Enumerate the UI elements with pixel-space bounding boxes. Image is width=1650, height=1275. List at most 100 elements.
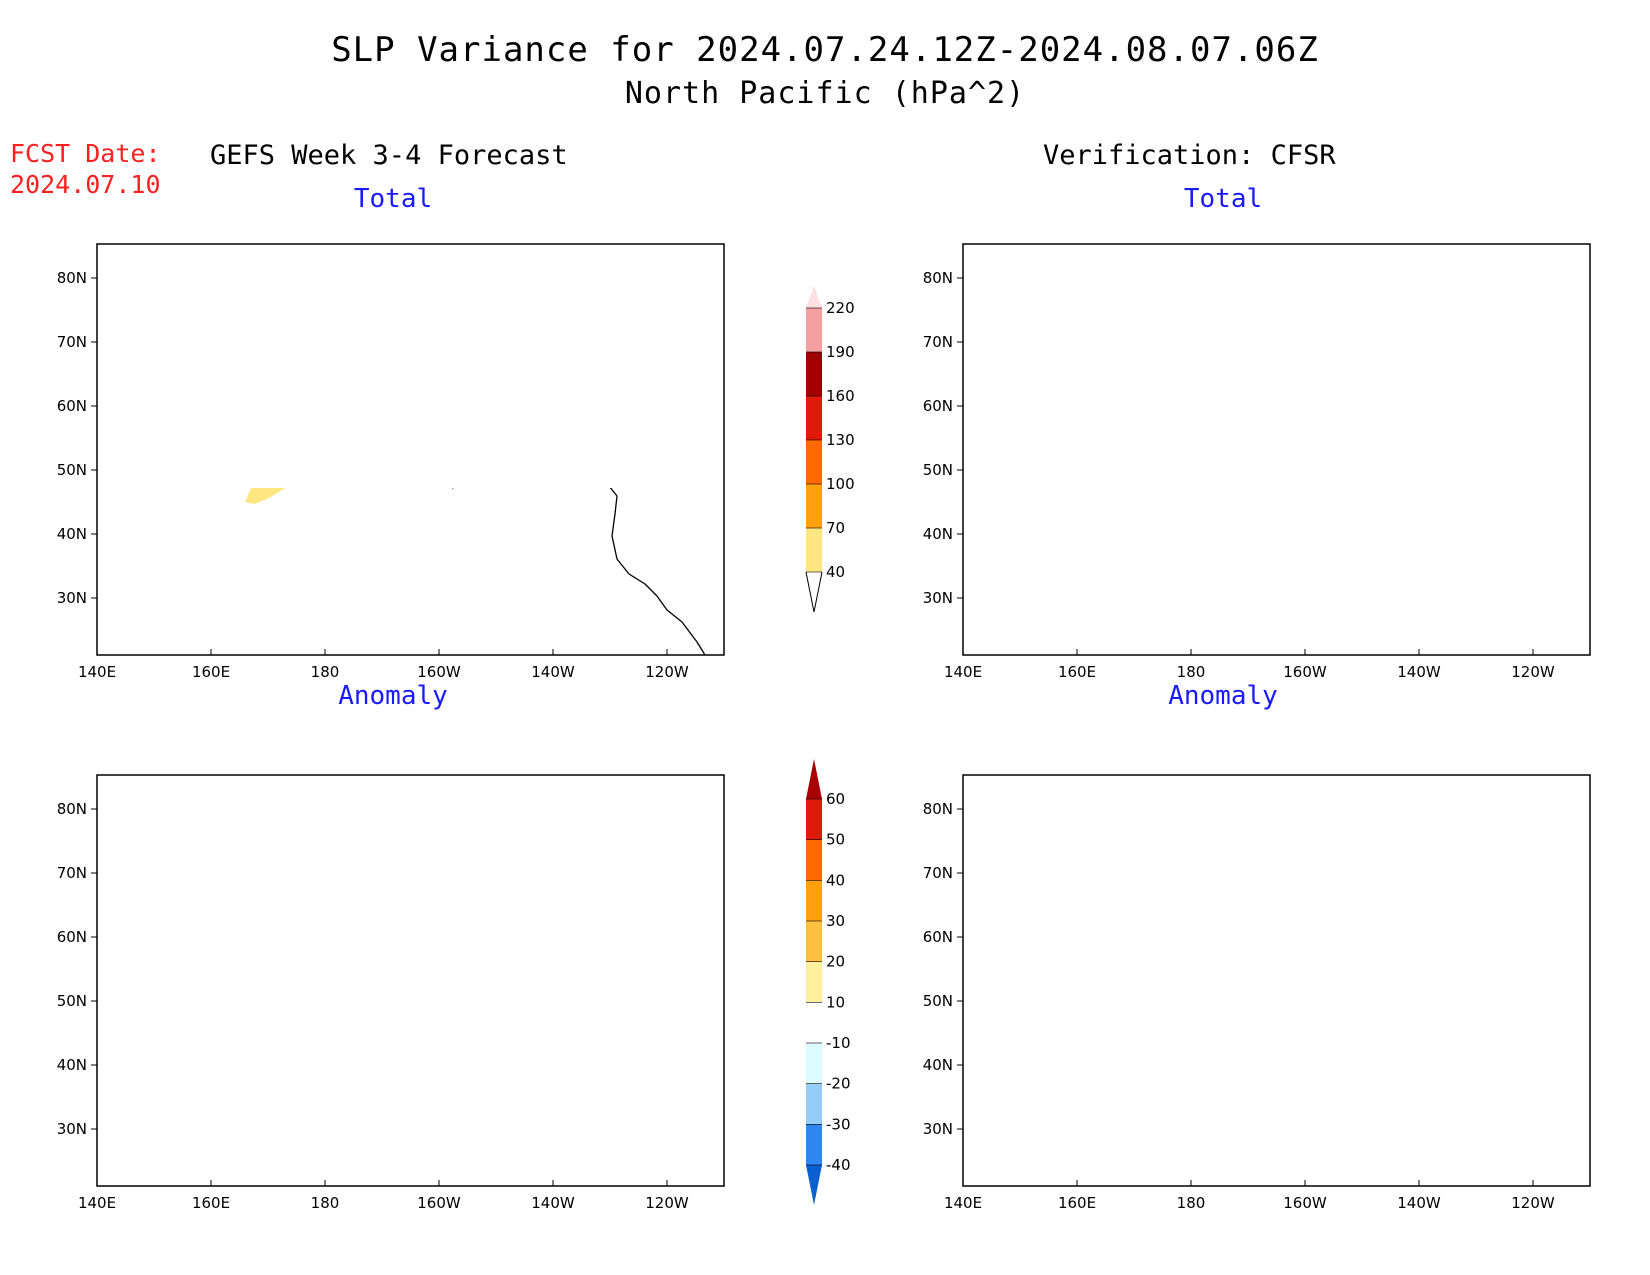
- lon-tick-label: 120W: [645, 1194, 689, 1212]
- colorbar-segment: [806, 1083, 822, 1125]
- contour-40-bering: [1163, 382, 1308, 518]
- forecast-column-title: GEFS Week 3-4 Forecast: [210, 140, 568, 171]
- colorbar-tick-label: 100: [826, 475, 855, 493]
- colorbar-tick-label: 20: [826, 953, 845, 971]
- contour-30-bering: [1253, 933, 1281, 947]
- lon-tick-label: 180: [311, 1194, 340, 1212]
- lon-tick-label: 140E: [944, 1194, 982, 1212]
- colorbar-segment: [806, 839, 822, 881]
- lat-tick-label: 30N: [923, 589, 953, 607]
- contour-10-right-small: [1493, 919, 1511, 931]
- lon-tick-label: 160W: [1283, 663, 1327, 681]
- colorbar-low-cap: [806, 1165, 822, 1205]
- contour-40-hudson: [1575, 420, 1590, 440]
- lat-tick-label: 40N: [923, 525, 953, 543]
- contour-40-arctic: [97, 328, 297, 382]
- colorbar-segment: [806, 352, 822, 396]
- lat-tick-label: 50N: [923, 992, 953, 1010]
- colorbar-tick-label: 60: [826, 790, 845, 808]
- forecast-total-panel: 140E 160E 180 160W 140W 120W 80N 70N 60N 50N 40N 30…: [57, 243, 725, 681]
- lon-tick-label: 120W: [1511, 663, 1555, 681]
- contour-40-hudson: [707, 396, 724, 424]
- fcst-date-label: FCST Date: 2024.07.10: [10, 138, 161, 200]
- lat-tick-label: 40N: [57, 1056, 87, 1074]
- colorbar-segment: [806, 799, 822, 840]
- contour-neg10-mid: [1063, 1011, 1138, 1065]
- lon-tick-label: 160W: [417, 663, 461, 681]
- contour-40-japan: [993, 526, 1028, 536]
- lat-tick-label: 60N: [57, 397, 87, 415]
- lat-tick-label: 60N: [923, 397, 953, 415]
- colorbar-tick-label: 10: [826, 993, 845, 1011]
- colorbar-segment: [806, 484, 822, 528]
- lon-tick-label: 160E: [192, 663, 230, 681]
- contour-neg10-small-2: [1361, 1001, 1377, 1017]
- lon-tick-label: 160W: [417, 1194, 461, 1212]
- panel-frame: [96, 774, 725, 1187]
- contour-20-tiny: [1201, 967, 1209, 973]
- lat-tick-label: 30N: [923, 1120, 953, 1138]
- panel-title-verification-anomaly: Anomaly: [1168, 681, 1278, 711]
- colorbar-segment: [806, 961, 822, 1003]
- lon-tick-label: 140E: [78, 663, 116, 681]
- lat-tick-label: 40N: [57, 525, 87, 543]
- verification-anomaly-fills: [963, 775, 1590, 1109]
- contour-40-bering: [245, 488, 286, 504]
- colorbar-tick-label: -10: [826, 1034, 851, 1052]
- lon-tick-label: 160W: [1283, 1194, 1327, 1212]
- lat-tick-label: 80N: [923, 800, 953, 818]
- colorbar-tick-label: 70: [826, 519, 845, 537]
- lat-tick-label: 80N: [923, 269, 953, 287]
- lon-tick-label: 140W: [1397, 1194, 1441, 1212]
- lat-tick-label: 70N: [923, 864, 953, 882]
- colorbar-tick-label: 40: [826, 563, 845, 581]
- lon-tick-label: 120W: [1511, 1194, 1555, 1212]
- colorbar-segment: [806, 921, 822, 962]
- colorbar-tick-label: -30: [826, 1115, 851, 1133]
- panel-title-forecast-total: Total: [353, 184, 433, 214]
- lon-tick-label: 180: [1177, 663, 1206, 681]
- axis-labels: 140E 160E 180 160W 140W 120W 80N 70N 60N 50N 40N 30…: [57, 269, 689, 681]
- axis-labels: 140E 160E 180 160W 140W 120W 80N 70N 60N 50N 40N 30…: [923, 800, 1555, 1212]
- colorbar-high-cap: [806, 759, 822, 799]
- colorbar-tick-label: 30: [826, 912, 845, 930]
- colorbar-segment: [806, 308, 822, 352]
- verification-anomaly-panel: 140E 160E 180 160W 140W 120W 80N 70N 60N 50N 40N 30…: [923, 774, 1591, 1212]
- contour-10-bering: [319, 897, 405, 955]
- contour-10-small-1: [255, 877, 267, 883]
- lat-tick-label: 70N: [923, 333, 953, 351]
- colorbar-segment: [806, 880, 822, 921]
- colorbar-low-cap: [805, 571, 823, 613]
- lat-tick-label: 80N: [57, 269, 87, 287]
- colorbar-tick-label: 190: [826, 343, 855, 361]
- colorbar-segment: [806, 528, 822, 572]
- lat-tick-label: 60N: [57, 928, 87, 946]
- verification-total-fills: [993, 382, 1590, 536]
- colorbar-anomaly: -40 -30 -20 -10 10 20 30 40 50 60: [806, 759, 851, 1205]
- contour-20-mid: [1247, 1029, 1263, 1065]
- panel-title-verification-total: Total: [1183, 184, 1263, 214]
- lon-tick-label: 120W: [645, 663, 689, 681]
- contour-10-small-3: [459, 873, 479, 881]
- contour-40-small: [385, 341, 397, 348]
- colorbar-tick-label: 50: [826, 831, 845, 849]
- colorbar-segment: [806, 1002, 822, 1043]
- colorbar-tick-label: 130: [826, 431, 855, 449]
- contour-neg10-arctic: [963, 775, 1590, 897]
- colorbar-high-cap: [806, 286, 822, 308]
- lon-tick-label: 160E: [1058, 1194, 1096, 1212]
- contour-neg20-east: [1368, 809, 1483, 845]
- colorbar-tick-label: 40: [826, 871, 845, 889]
- verification-total-panel: 140E 160E 180 160W 140W 120W 80N 70N 60N 50N 40N 30…: [923, 243, 1591, 681]
- contour-10-small-2: [393, 875, 409, 885]
- contour-10-japan: [963, 1017, 1043, 1077]
- colorbar-tick-label: -20: [826, 1075, 851, 1093]
- verification-column-title: Verification: CFSR: [1043, 140, 1336, 171]
- colorbar-segment: [806, 1043, 822, 1084]
- lat-tick-label: 80N: [57, 800, 87, 818]
- fcst-date-heading: FCST Date:: [10, 139, 161, 168]
- lat-tick-label: 50N: [57, 461, 87, 479]
- contour-10-small-east: [1443, 933, 1463, 947]
- contour-10-tiny: [265, 1031, 269, 1035]
- lat-tick-label: 50N: [923, 461, 953, 479]
